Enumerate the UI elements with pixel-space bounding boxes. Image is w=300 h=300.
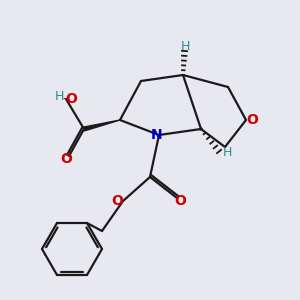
Text: H: H <box>180 40 190 53</box>
Text: -: - <box>62 92 67 106</box>
Text: O: O <box>60 152 72 166</box>
Text: N: N <box>151 128 162 142</box>
Polygon shape <box>83 120 120 131</box>
Text: O: O <box>65 92 77 106</box>
Text: O: O <box>174 194 186 208</box>
Text: O: O <box>247 113 259 127</box>
Text: H: H <box>223 146 232 160</box>
Text: O: O <box>111 194 123 208</box>
Text: H: H <box>55 89 64 103</box>
